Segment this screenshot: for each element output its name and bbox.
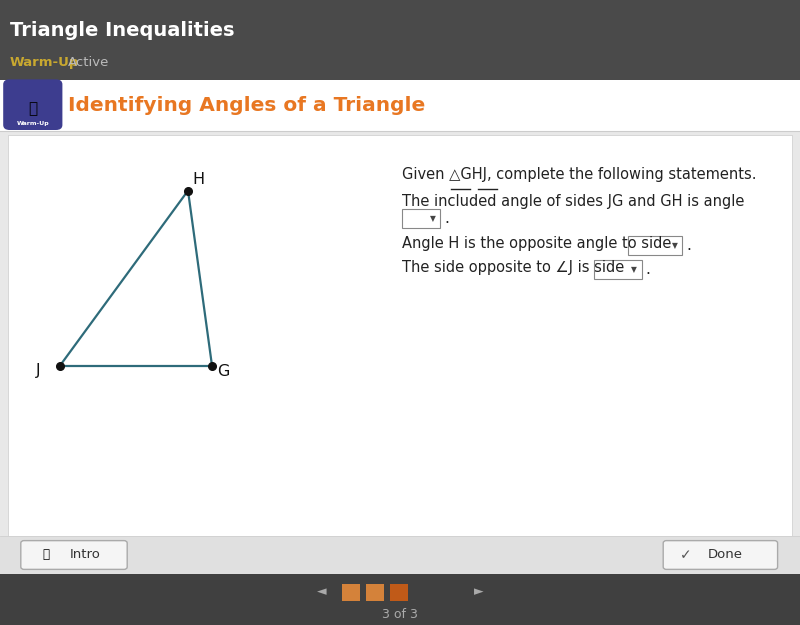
Text: Triangle Inequalities: Triangle Inequalities xyxy=(10,21,234,39)
Text: ✓: ✓ xyxy=(680,548,691,562)
Text: Warm-Up: Warm-Up xyxy=(10,56,79,69)
Text: Identifying Angles of a Triangle: Identifying Angles of a Triangle xyxy=(68,96,426,115)
FancyBboxPatch shape xyxy=(0,536,800,574)
Text: Angle H is the opposite angle to side: Angle H is the opposite angle to side xyxy=(402,236,671,251)
Text: ►: ► xyxy=(474,586,483,598)
Text: Intro: Intro xyxy=(70,549,100,561)
FancyBboxPatch shape xyxy=(390,584,408,601)
FancyBboxPatch shape xyxy=(663,541,778,569)
Text: .: . xyxy=(444,211,449,226)
Text: Given △GHJ, complete the following statements.: Given △GHJ, complete the following state… xyxy=(402,168,756,182)
Text: .: . xyxy=(686,238,691,253)
FancyBboxPatch shape xyxy=(0,131,800,574)
Text: .: . xyxy=(646,262,650,277)
FancyBboxPatch shape xyxy=(594,260,642,279)
Text: 🔥: 🔥 xyxy=(28,101,38,116)
FancyBboxPatch shape xyxy=(402,209,440,228)
Text: J: J xyxy=(36,362,41,378)
FancyBboxPatch shape xyxy=(628,236,682,255)
FancyBboxPatch shape xyxy=(0,0,800,80)
Text: ▼: ▼ xyxy=(672,241,678,250)
FancyBboxPatch shape xyxy=(342,584,360,601)
Text: Done: Done xyxy=(708,549,743,561)
FancyBboxPatch shape xyxy=(8,135,792,568)
Text: ▼: ▼ xyxy=(631,265,638,274)
FancyBboxPatch shape xyxy=(0,80,800,131)
Text: ▼: ▼ xyxy=(430,214,436,223)
Text: 🔊: 🔊 xyxy=(43,549,50,561)
Text: The included angle of sides JG and GH is angle: The included angle of sides JG and GH is… xyxy=(402,194,744,209)
Text: The side opposite to ∠J is side: The side opposite to ∠J is side xyxy=(402,260,624,275)
Text: Active: Active xyxy=(68,56,110,69)
Text: H: H xyxy=(192,173,205,188)
FancyBboxPatch shape xyxy=(3,79,62,130)
FancyBboxPatch shape xyxy=(0,574,800,625)
FancyBboxPatch shape xyxy=(366,584,384,601)
Text: ◄: ◄ xyxy=(317,586,326,598)
Text: Warm-Up: Warm-Up xyxy=(17,121,49,126)
FancyBboxPatch shape xyxy=(21,541,127,569)
Text: G: G xyxy=(217,364,230,379)
Text: 3 of 3: 3 of 3 xyxy=(382,609,418,621)
